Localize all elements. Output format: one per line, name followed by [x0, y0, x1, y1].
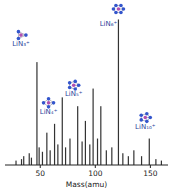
x-tick-label: 100 — [88, 169, 103, 178]
atom — [139, 118, 143, 122]
atom — [47, 105, 51, 109]
peak — [93, 89, 94, 165]
peak — [23, 156, 24, 165]
peak — [118, 19, 119, 165]
atom — [24, 33, 28, 37]
peak — [69, 139, 70, 165]
atom — [47, 101, 51, 105]
atom — [145, 120, 149, 124]
peak — [15, 161, 16, 165]
atom — [17, 37, 21, 41]
peak — [122, 153, 123, 165]
peak — [42, 152, 43, 165]
peak — [97, 139, 98, 165]
peak — [149, 139, 150, 165]
peak-label: LiN₁₀⁺ — [135, 123, 156, 131]
peak-label: LiN₆⁺ — [100, 20, 118, 28]
atom — [112, 7, 116, 11]
atom — [73, 87, 77, 91]
x-tick-label: 50 — [35, 169, 45, 178]
molecule-icon — [68, 80, 81, 91]
peak — [81, 141, 82, 165]
atom — [52, 101, 56, 105]
atom — [77, 83, 81, 87]
peak — [133, 150, 134, 165]
atom — [68, 86, 72, 90]
molecule-icon — [17, 30, 28, 41]
atom — [17, 30, 21, 34]
peak — [128, 156, 129, 165]
peak — [54, 124, 55, 165]
atom — [68, 81, 72, 85]
peak — [106, 150, 107, 165]
peak — [39, 147, 40, 165]
atom — [148, 116, 152, 120]
peak-label: LiN₅⁺ — [65, 90, 83, 98]
molecule-icon — [112, 4, 126, 15]
molecule-icon — [139, 112, 152, 123]
x-tick-label: 150 — [143, 169, 158, 178]
atom — [119, 11, 123, 15]
peak — [46, 133, 47, 165]
x-axis-label: Mass(amu) — [66, 180, 107, 189]
atom — [139, 113, 143, 117]
peak — [77, 106, 78, 165]
peak-label: LiN₃⁺ — [12, 40, 30, 48]
peaks — [15, 19, 162, 165]
atom — [72, 83, 76, 87]
peak — [29, 153, 30, 165]
peak — [100, 106, 101, 165]
atom — [42, 101, 46, 105]
x-axis — [5, 165, 168, 166]
peak — [65, 147, 66, 165]
peak — [111, 147, 112, 165]
peak — [85, 121, 86, 165]
atom — [122, 7, 126, 11]
atom — [73, 80, 77, 84]
peak — [62, 97, 63, 165]
peak — [161, 161, 162, 165]
atom — [47, 97, 51, 101]
chart: 50 100 150 Mass(amu) LiN₃⁺ LiN₄⁺ LiN₅⁺ LiN₆⁺ LiN… — [0, 0, 173, 189]
peak — [141, 156, 142, 165]
atom — [114, 4, 118, 8]
peak — [36, 62, 37, 165]
peak-label: LiN₄⁺ — [40, 108, 58, 116]
peak — [89, 144, 90, 165]
atom — [119, 4, 123, 8]
atom — [117, 7, 121, 11]
x-tick — [40, 165, 41, 168]
peak — [21, 159, 22, 165]
atom — [143, 116, 147, 120]
peak — [31, 158, 32, 165]
x-tick — [95, 165, 96, 168]
peak — [155, 159, 156, 165]
peak — [50, 150, 51, 165]
peak — [57, 144, 58, 165]
atom — [114, 11, 118, 15]
molecule-icon — [42, 97, 56, 109]
atom — [145, 112, 149, 116]
atom — [19, 33, 23, 37]
x-tick — [150, 165, 151, 168]
